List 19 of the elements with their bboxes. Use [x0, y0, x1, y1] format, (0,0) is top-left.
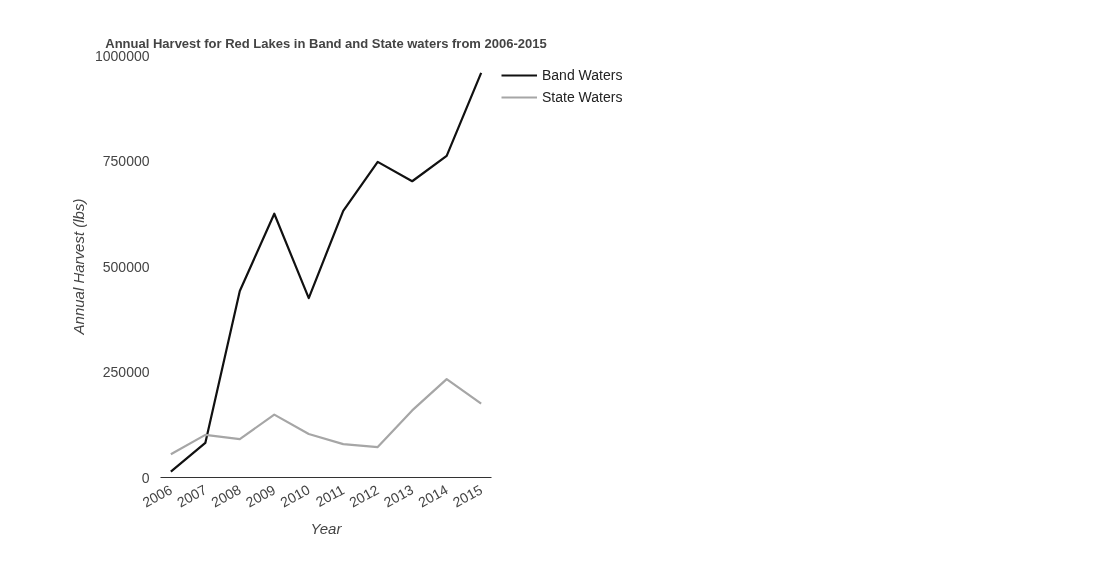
x-tick-label: 2009 — [243, 481, 279, 511]
y-tick-label: 250000 — [102, 364, 150, 380]
legend-label: State Waters — [542, 89, 623, 105]
x-tick-label: 2011 — [312, 481, 348, 510]
line-series — [169, 71, 483, 473]
x-tick-label: 2012 — [346, 481, 382, 511]
x-tick-label: 2010 — [277, 481, 313, 511]
x-tick-label: 2015 — [449, 481, 486, 511]
y-axis-title: Annual Harvest (lbs) — [70, 198, 87, 336]
x-tick-label: 2013 — [381, 481, 417, 511]
x-tick-label: 2014 — [415, 481, 451, 511]
y-tick-label: 750000 — [102, 153, 150, 169]
y-tick-label: 500000 — [102, 258, 150, 275]
x-tick-label: 2007 — [174, 481, 210, 511]
x-tick-label: 2008 — [208, 481, 244, 511]
y-tick-label: 0 — [141, 469, 150, 486]
line-series — [169, 378, 483, 456]
x-axis-title: Year — [310, 520, 343, 538]
legend-label: Band Waters — [542, 67, 623, 83]
